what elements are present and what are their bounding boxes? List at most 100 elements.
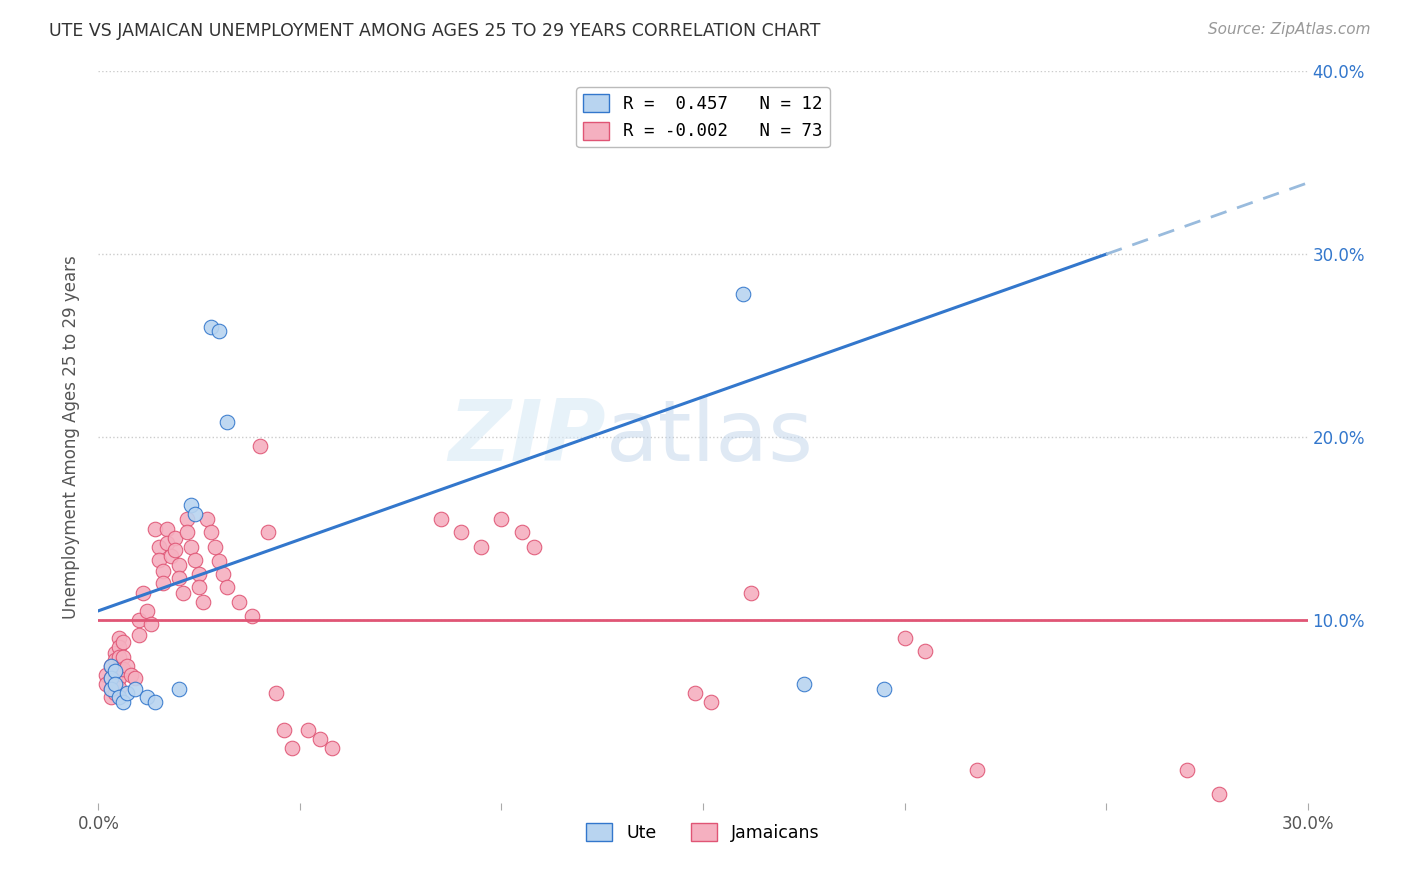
Point [217,416,239,430]
Point [914,644,936,658]
Point [1175,763,1198,777]
Point [160,549,183,563]
Point [100,672,122,686]
Point [100,658,122,673]
Point [180,498,202,512]
Y-axis label: Unemployment Among Ages 25 to 29 years: Unemployment Among Ages 25 to 29 years [62,255,80,619]
Point [176,525,198,540]
Point [193,594,215,608]
Point [111,695,134,709]
Point [124,672,146,686]
Point [107,690,129,704]
Text: Source: ZipAtlas.com: Source: ZipAtlas.com [1208,22,1371,37]
Point [128,613,150,627]
Point [212,567,235,582]
Point [100,682,122,697]
Point [163,543,186,558]
Point [184,507,207,521]
Point [470,540,492,554]
Point [132,585,155,599]
Point [966,763,988,777]
Point [107,640,129,655]
Point [103,686,125,700]
Point [228,594,250,608]
Point [100,672,122,686]
Point [156,521,179,535]
Point [167,682,190,697]
Point [184,552,207,566]
Point [111,649,134,664]
Legend: Ute, Jamaicans: Ute, Jamaicans [579,816,827,849]
Point [135,604,157,618]
Point [96,677,118,691]
Point [103,664,125,678]
Point [172,585,194,599]
Point [167,558,190,573]
Point [204,540,226,554]
Point [893,632,915,646]
Point [152,564,174,578]
Text: atlas: atlas [606,395,814,479]
Point [491,512,513,526]
Point [143,695,166,709]
Point [107,672,129,686]
Point [321,740,343,755]
Point [200,525,222,540]
Point [111,635,134,649]
Point [96,667,118,681]
Point [208,554,231,568]
Point [128,627,150,641]
Point [281,740,304,755]
Point [135,690,157,704]
Point [103,646,125,660]
Point [188,567,211,582]
Point [700,695,723,709]
Point [273,723,295,737]
Point [120,667,142,681]
Point [148,540,170,554]
Point [103,672,125,686]
Point [103,653,125,667]
Point [217,580,239,594]
Point [523,540,546,554]
Point [152,576,174,591]
Point [180,540,202,554]
Point [309,731,332,746]
Point [256,525,278,540]
Point [100,682,122,697]
Point [793,677,815,691]
Text: ZIP: ZIP [449,395,606,479]
Point [733,287,755,301]
Point [430,512,453,526]
Point [195,512,218,526]
Point [208,324,231,338]
Point [107,662,129,676]
Point [163,531,186,545]
Point [143,521,166,535]
Point [249,439,271,453]
Text: UTE VS JAMAICAN UNEMPLOYMENT AMONG AGES 25 TO 29 YEARS CORRELATION CHART: UTE VS JAMAICAN UNEMPLOYMENT AMONG AGES … [49,22,821,40]
Point [1208,787,1230,801]
Point [107,632,129,646]
Point [188,580,211,594]
Point [115,686,138,700]
Point [450,525,472,540]
Point [297,723,319,737]
Point [107,681,129,695]
Point [103,677,125,691]
Point [100,690,122,704]
Point [107,649,129,664]
Point [200,320,222,334]
Point [103,664,125,678]
Point [111,662,134,676]
Point [176,512,198,526]
Point [167,571,190,585]
Point [124,682,146,697]
Point [683,686,706,700]
Point [264,686,287,700]
Point [873,682,896,697]
Point [148,552,170,566]
Point [156,536,179,550]
Point [139,616,162,631]
Point [115,658,138,673]
